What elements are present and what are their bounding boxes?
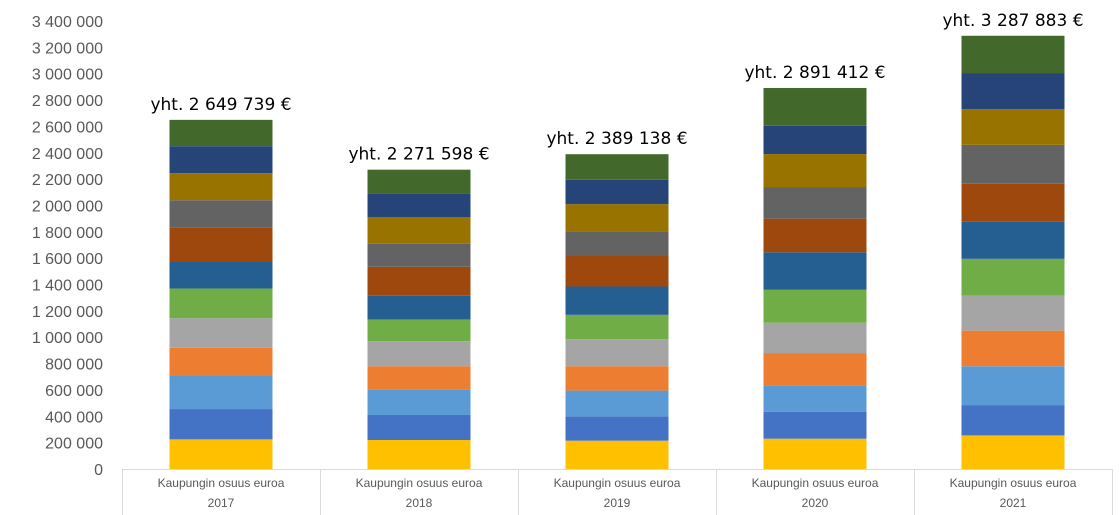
y-tick-label: 1 800 000 xyxy=(32,225,103,242)
bar-segment xyxy=(565,440,669,469)
bar-segment xyxy=(565,416,669,441)
bar-segment xyxy=(565,231,669,256)
bar-segment xyxy=(961,295,1065,331)
bar-segment xyxy=(763,88,867,126)
bar-segment xyxy=(961,405,1065,436)
y-tick-label: 2 400 000 xyxy=(32,146,103,163)
bar-segment xyxy=(367,193,471,218)
bar-segment xyxy=(565,154,669,180)
bar-segment xyxy=(763,289,867,323)
y-tick-label: 2 600 000 xyxy=(32,119,103,136)
bar-segment xyxy=(961,35,1065,74)
x-category-label: Kaupungin osuus euroa 2018 xyxy=(356,476,483,510)
bar-segment xyxy=(169,146,273,174)
y-tick-label: 1 200 000 xyxy=(32,304,103,321)
bar-segment xyxy=(169,439,273,469)
bar-segment xyxy=(961,366,1065,406)
y-tick-label: 3 200 000 xyxy=(32,40,103,57)
bar-segment xyxy=(961,144,1065,184)
bar-segment xyxy=(367,243,471,267)
bar-segment xyxy=(565,204,669,232)
bar-segment xyxy=(565,390,669,417)
bar-segment xyxy=(367,295,471,320)
total-labels: yht. 2 649 739 € yht. 2 271 598 € yht. 2 3… xyxy=(150,11,1083,165)
y-tick-label: 2 000 000 xyxy=(32,198,103,215)
y-tick-label: 400 000 xyxy=(45,409,103,426)
bar-segment xyxy=(565,366,669,391)
y-tick-label: 600 000 xyxy=(45,383,103,400)
bar-segment xyxy=(565,339,669,367)
x-category-label: Kaupungin osuus euroa 2017 xyxy=(158,476,285,510)
y-tick-label: 800 000 xyxy=(45,357,103,374)
bar-segment xyxy=(169,318,273,348)
y-tick-label: 3 400 000 xyxy=(32,14,103,31)
bar-segment xyxy=(961,435,1065,469)
bar-segment xyxy=(763,322,867,354)
total-label: yht. 2 891 412 € xyxy=(744,63,885,83)
bar-segment xyxy=(367,366,471,390)
bar-segment xyxy=(961,109,1065,145)
bar-segment xyxy=(763,353,867,386)
x-axis: Kaupungin osuus euroa 2017 Kaupungin osuus… xyxy=(122,469,1113,515)
total-label: yht. 2 389 138 € xyxy=(546,129,687,149)
bar-segment xyxy=(961,183,1065,222)
bar-segment xyxy=(367,266,471,296)
bar-segment xyxy=(169,173,273,201)
bar-segment xyxy=(565,286,669,315)
bar-segment xyxy=(763,187,867,219)
bar-segment xyxy=(169,347,273,376)
bar-segment xyxy=(169,119,273,147)
y-tick-label: 2 800 000 xyxy=(32,93,103,110)
total-label: yht. 2 271 598 € xyxy=(348,145,489,165)
bar-stacks xyxy=(169,35,1065,469)
bar-segment xyxy=(565,255,669,287)
bar-segment xyxy=(961,73,1065,110)
bar-segment xyxy=(763,218,867,253)
bar-segment xyxy=(763,154,867,188)
bar-segment xyxy=(565,179,669,205)
y-tick-label: 3 000 000 xyxy=(32,67,103,84)
y-tick-label: 200 000 xyxy=(45,436,103,453)
y-axis: 0 200 000 400 000 600 000 800 000 1 000 000 1 … xyxy=(32,14,103,479)
y-tick-label: 1 600 000 xyxy=(32,251,103,268)
bar-segment xyxy=(367,414,471,441)
bar-segment xyxy=(169,227,273,262)
x-category-label: Kaupungin osuus euroa 2019 xyxy=(554,476,681,510)
bar-segment xyxy=(367,389,471,415)
bar-segment xyxy=(169,288,273,319)
bar-segment xyxy=(961,221,1065,259)
x-category-label: Kaupungin osuus euroa 2021 xyxy=(950,476,1077,510)
y-tick-label: 2 200 000 xyxy=(32,172,103,189)
bar-segment xyxy=(367,169,471,194)
bar-segment xyxy=(169,375,273,410)
total-label: yht. 3 287 883 € xyxy=(942,11,1083,31)
bar-segment xyxy=(763,252,867,290)
x-category-label: Kaupungin osuus euroa 2020 xyxy=(752,476,879,510)
bar-segment xyxy=(367,217,471,244)
bar-segment xyxy=(169,409,273,440)
y-tick-label: 1 000 000 xyxy=(32,330,103,347)
bar-segment xyxy=(367,319,471,342)
bar-segment xyxy=(763,438,867,469)
bar-segment xyxy=(367,440,471,469)
bar-segment xyxy=(763,125,867,155)
bar-segment xyxy=(763,385,867,412)
bar-segment xyxy=(961,258,1065,296)
bar-segment xyxy=(565,314,669,340)
bar-segment xyxy=(169,200,273,228)
total-label: yht. 2 649 739 € xyxy=(150,95,291,115)
y-tick-label: 0 xyxy=(94,462,103,479)
bar-segment xyxy=(367,341,471,367)
bar-segment xyxy=(961,330,1065,367)
y-tick-label: 1 400 000 xyxy=(32,278,103,295)
bar-segment xyxy=(169,261,273,289)
bar-segment xyxy=(763,411,867,439)
